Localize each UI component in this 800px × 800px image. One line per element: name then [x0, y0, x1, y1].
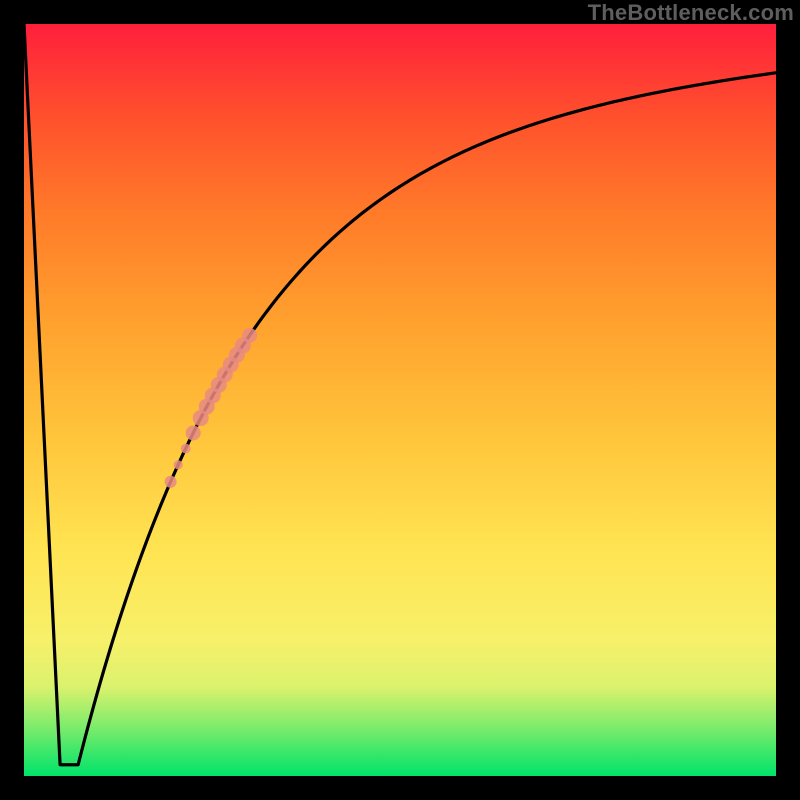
- highlight-dot: [174, 460, 183, 469]
- highlight-dot: [186, 425, 201, 440]
- highlight-dot: [165, 476, 177, 488]
- bottleneck-curve: [24, 24, 776, 765]
- highlight-dot: [242, 328, 257, 343]
- watermark-text: TheBottleneck.com: [588, 0, 794, 26]
- chart-svg-overlay: [24, 24, 776, 776]
- highlight-dot: [181, 444, 191, 454]
- chart-root: TheBottleneck.com: [0, 0, 800, 800]
- chart-plot-area: [24, 24, 776, 776]
- curve-highlight: [165, 328, 257, 488]
